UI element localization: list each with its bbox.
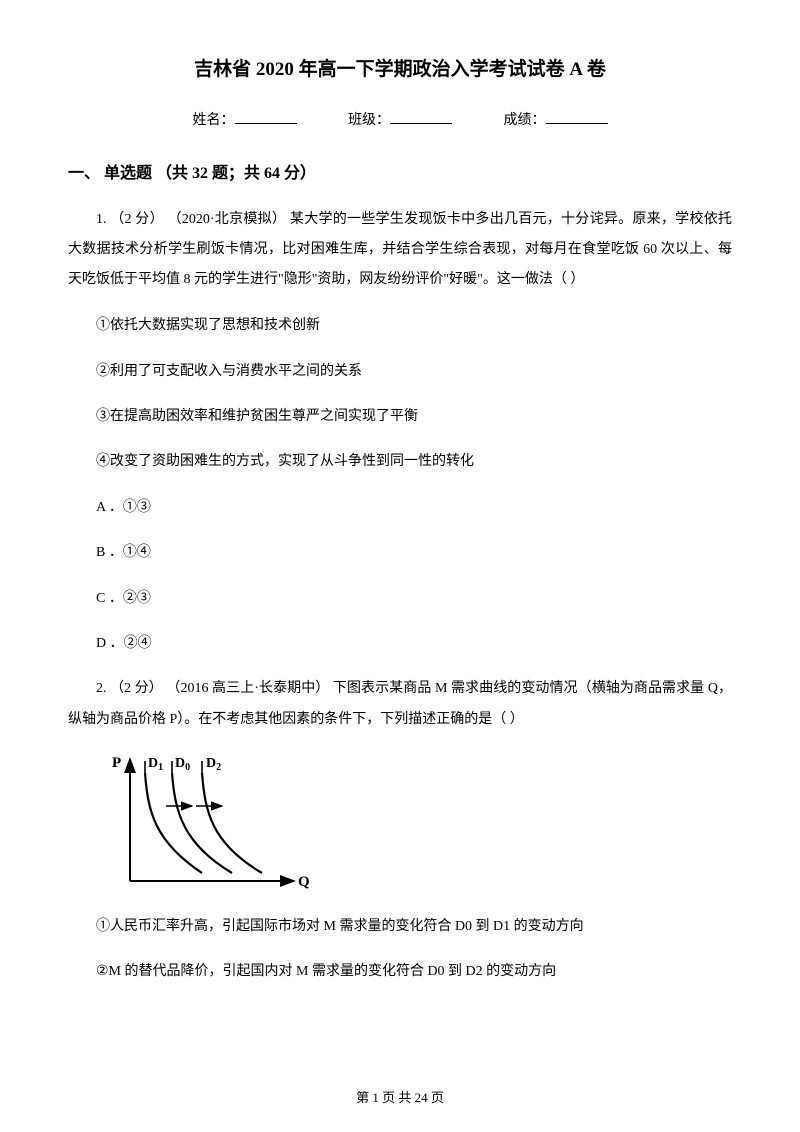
class-label: 班级： bbox=[348, 113, 390, 128]
q1-stem: 1. （2 分） （2020·北京模拟） 某大学的一些学生发现饭卡中多出几百元，… bbox=[68, 205, 732, 295]
score-field: 成绩： bbox=[504, 109, 608, 129]
page-footer: 第 1 页 共 24 页 bbox=[0, 1087, 800, 1106]
demand-curve-chart: P Q D1 D0 D2 bbox=[102, 751, 732, 904]
score-blank[interactable] bbox=[546, 110, 608, 124]
q1-option-a[interactable]: A ．①③ bbox=[68, 493, 732, 522]
name-field: 姓名： bbox=[193, 109, 297, 129]
section-heading: 一、 单选题 （共 32 题；共 64 分） bbox=[68, 159, 732, 183]
q1-statement-3: ③在提高助困效率和维护贫困生尊严之间实现了平衡 bbox=[68, 402, 732, 431]
q1-statement-1: ①依托大数据实现了思想和技术创新 bbox=[68, 311, 732, 340]
q2-statement-2: ②M 的替代品降价，引起国内对 M 需求量的变化符合 D0 到 D2 的变动方向 bbox=[68, 957, 732, 986]
score-label: 成绩： bbox=[504, 113, 546, 128]
svg-text:D2: D2 bbox=[206, 756, 221, 773]
class-field: 班级： bbox=[348, 109, 452, 129]
svg-text:P: P bbox=[112, 755, 121, 771]
q2-statement-1: ①人民币汇率升高，引起国际市场对 M 需求量的变化符合 D0 到 D1 的变动方… bbox=[68, 912, 732, 941]
chart-svg: P Q D1 D0 D2 bbox=[102, 751, 310, 899]
q1-option-b[interactable]: B ．①④ bbox=[68, 538, 732, 567]
q1-option-d[interactable]: D ．②④ bbox=[68, 629, 732, 658]
svg-text:D1: D1 bbox=[148, 756, 163, 773]
name-label: 姓名： bbox=[193, 113, 235, 128]
info-row: 姓名： 班级： 成绩： bbox=[68, 109, 732, 129]
page-title: 吉林省 2020 年高一下学期政治入学考试试卷 A 卷 bbox=[68, 54, 732, 81]
class-blank[interactable] bbox=[390, 110, 452, 124]
name-blank[interactable] bbox=[235, 110, 297, 124]
q1-statement-4: ④改变了资助困难生的方式，实现了从斗争性到同一性的转化 bbox=[68, 447, 732, 476]
q1-option-c[interactable]: C ．②③ bbox=[68, 584, 732, 613]
svg-text:D0: D0 bbox=[175, 756, 190, 773]
svg-text:Q: Q bbox=[298, 874, 310, 890]
q2-stem: 2. （2 分） （2016 高三上·长泰期中） 下图表示某商品 M 需求曲线的… bbox=[68, 674, 732, 734]
q1-statement-2: ②利用了可支配收入与消费水平之间的关系 bbox=[68, 357, 732, 386]
